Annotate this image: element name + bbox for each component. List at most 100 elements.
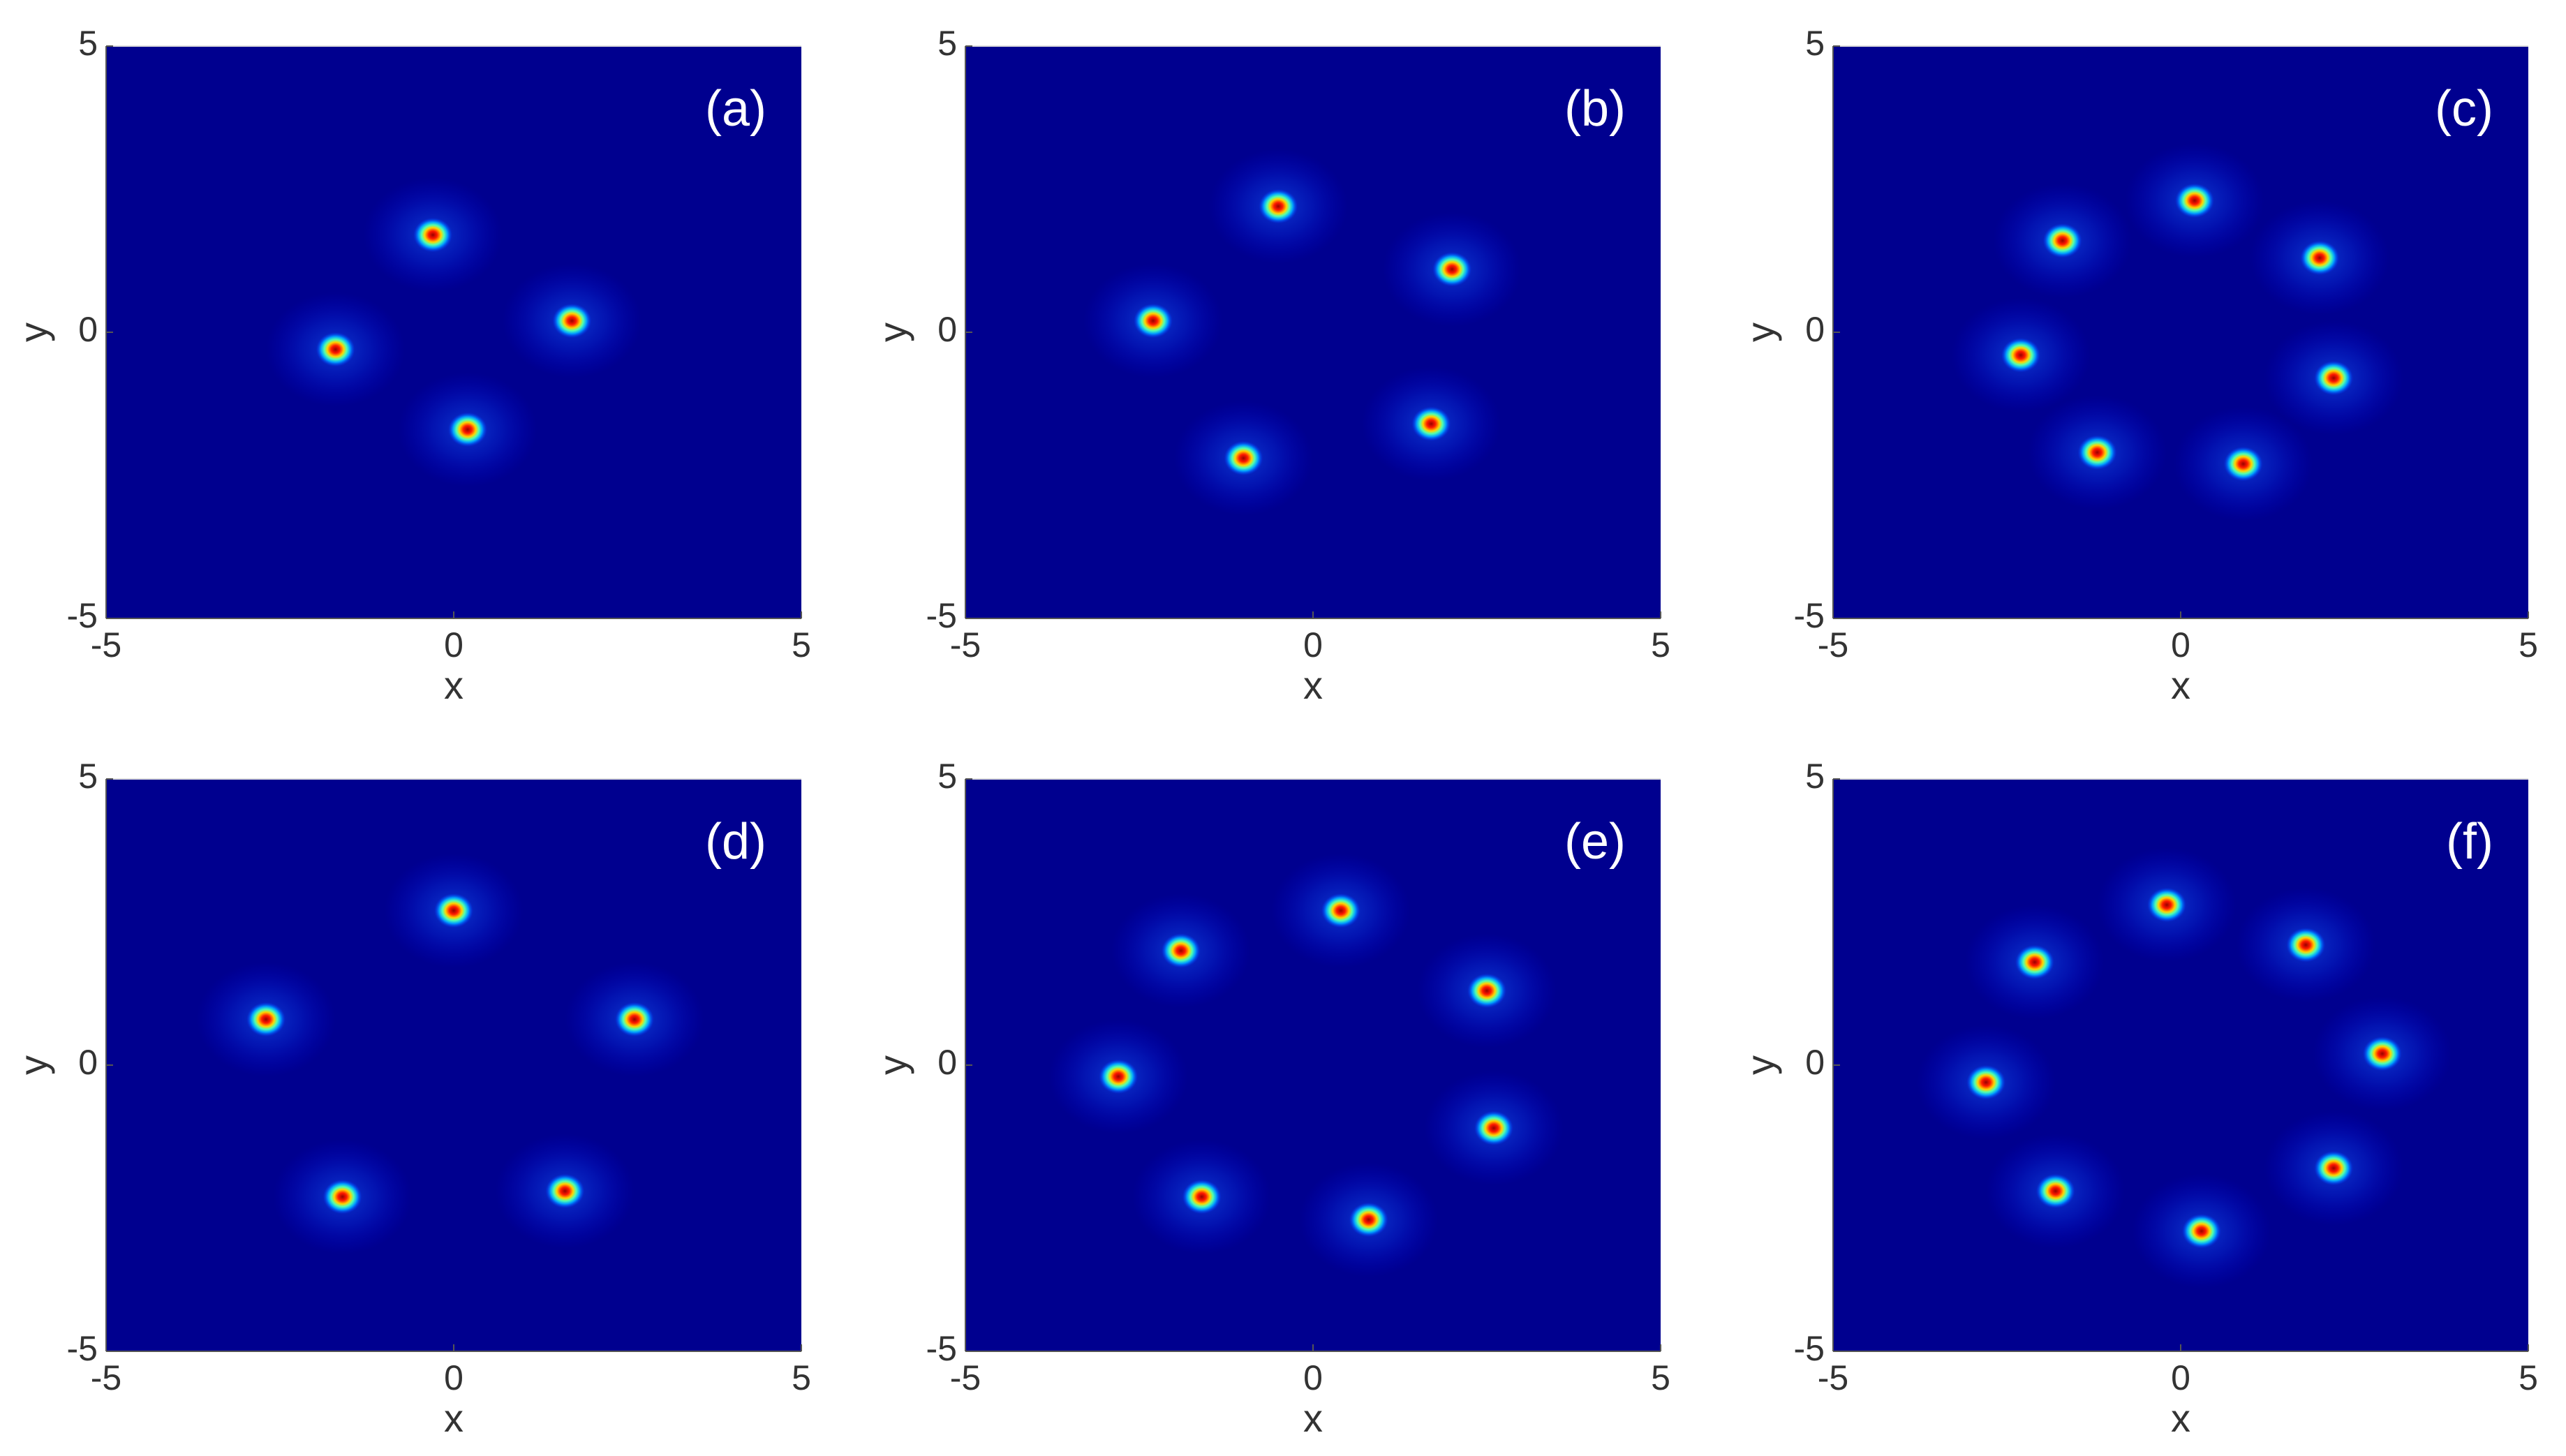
x-tick-label: 0: [444, 1358, 463, 1397]
density-peak: [1467, 973, 1506, 1008]
y-axis-label: y: [870, 322, 914, 342]
y-axis-label: y: [11, 322, 55, 342]
density-peak: [1349, 1202, 1388, 1237]
y-tick-label: 0: [937, 310, 957, 349]
x-tick-label: 0: [1303, 1358, 1323, 1397]
density-peak: [2042, 223, 2082, 258]
plot-background: [106, 46, 801, 618]
y-tick-label: 0: [78, 310, 98, 349]
x-tick-label: 5: [2519, 625, 2538, 664]
density-peak: [1474, 1110, 1513, 1145]
x-tick-label: -5: [1818, 625, 1848, 664]
density-peak: [2147, 887, 2186, 922]
panel: -5 0 5 -5 0 5 x y (b): [870, 24, 1670, 707]
density-peak: [2286, 928, 2326, 963]
panel: -5 0 5 -5 0 5 x y (d): [11, 757, 811, 1440]
density-peak: [2001, 338, 2040, 373]
y-axis-label: y: [11, 1055, 55, 1075]
x-tick-label: 0: [2171, 625, 2190, 664]
y-tick-label: 0: [78, 1043, 98, 1082]
y-axis-label: y: [870, 1055, 914, 1075]
panel-label: (d): [705, 814, 766, 870]
density-peak: [1411, 406, 1451, 441]
density-peak: [1321, 893, 1360, 928]
x-axis-label: x: [444, 663, 463, 707]
panel-label: (e): [1564, 814, 1626, 870]
density-peak: [2362, 1037, 2402, 1071]
x-tick-label: 5: [2519, 1358, 2538, 1397]
y-tick-label: -5: [926, 596, 957, 635]
density-peak: [2175, 183, 2214, 218]
y-tick-label: 0: [937, 1043, 957, 1082]
y-tick-label: -5: [926, 1329, 957, 1368]
density-peak: [1161, 933, 1201, 968]
density-peak: [2223, 447, 2263, 482]
density-peak: [413, 218, 453, 253]
x-tick-label: 5: [1651, 1358, 1670, 1397]
density-peak: [552, 304, 592, 339]
plot-background: [1833, 46, 2528, 618]
panel: -5 0 5 -5 0 5 x y (c): [1738, 24, 2538, 707]
y-tick-label: -5: [1794, 1329, 1825, 1368]
x-tick-label: 5: [792, 625, 811, 664]
density-peak: [2300, 240, 2340, 275]
y-axis-label: y: [1738, 322, 1782, 342]
density-peak: [615, 1002, 654, 1037]
y-tick-label: 5: [937, 24, 957, 63]
density-peak: [2035, 1173, 2075, 1208]
panel-label: (a): [705, 81, 766, 137]
density-peak: [1182, 1180, 1222, 1214]
x-tick-label: -5: [950, 625, 981, 664]
y-tick-label: 5: [937, 757, 957, 796]
density-peak: [1224, 440, 1263, 476]
x-tick-label: -5: [1818, 1358, 1848, 1397]
x-tick-label: -5: [91, 625, 121, 664]
panel: -5 0 5 -5 0 5 x y (e): [870, 757, 1670, 1440]
x-axis-label: x: [1303, 1396, 1323, 1440]
panel: -5 0 5 -5 0 5 x y (a): [11, 24, 811, 707]
y-tick-label: 5: [78, 757, 98, 796]
y-tick-label: 0: [1805, 310, 1825, 349]
panel: -5 0 5 -5 0 5 x y (f): [1738, 757, 2538, 1440]
x-tick-label: 0: [1303, 625, 1323, 664]
density-peak: [434, 893, 473, 928]
density-peak: [2181, 1214, 2221, 1249]
panel-label: (b): [1564, 81, 1626, 137]
y-tick-label: 0: [1805, 1043, 1825, 1082]
density-peak: [448, 412, 487, 447]
glow-layer: [1048, 853, 1564, 1277]
x-tick-label: 5: [792, 1358, 811, 1397]
density-peak: [316, 332, 355, 367]
x-tick-label: -5: [91, 1358, 121, 1397]
density-peak: [545, 1173, 585, 1208]
x-axis-label: x: [2171, 663, 2190, 707]
density-peak: [1259, 189, 1298, 224]
plot-background: [965, 46, 1661, 618]
density-peak: [1432, 252, 1472, 287]
density-peak: [2015, 944, 2054, 979]
x-tick-label: -5: [950, 1358, 981, 1397]
x-tick-label: 0: [444, 625, 463, 664]
y-tick-label: 5: [1805, 24, 1825, 63]
y-axis-label: y: [1738, 1055, 1782, 1075]
glow-layer: [1083, 149, 1522, 516]
density-peak: [322, 1180, 362, 1214]
y-tick-label: -5: [1794, 596, 1825, 635]
x-tick-label: 0: [2171, 1358, 2190, 1397]
density-peak: [2314, 361, 2354, 396]
density-peak: [2314, 1151, 2354, 1186]
x-axis-label: x: [444, 1396, 463, 1440]
y-tick-label: 5: [78, 24, 98, 63]
density-peak: [1966, 1065, 2006, 1100]
y-tick-label: 5: [1805, 757, 1825, 796]
density-peak: [246, 1002, 285, 1037]
density-peak: [1099, 1059, 1139, 1094]
x-axis-label: x: [1303, 663, 1323, 707]
x-axis-label: x: [2171, 1396, 2190, 1440]
density-peak: [1134, 304, 1173, 339]
panel-label: (f): [2446, 814, 2493, 870]
panel-label: (c): [2435, 81, 2493, 137]
y-tick-label: -5: [67, 596, 98, 635]
x-tick-label: 5: [1651, 625, 1670, 664]
